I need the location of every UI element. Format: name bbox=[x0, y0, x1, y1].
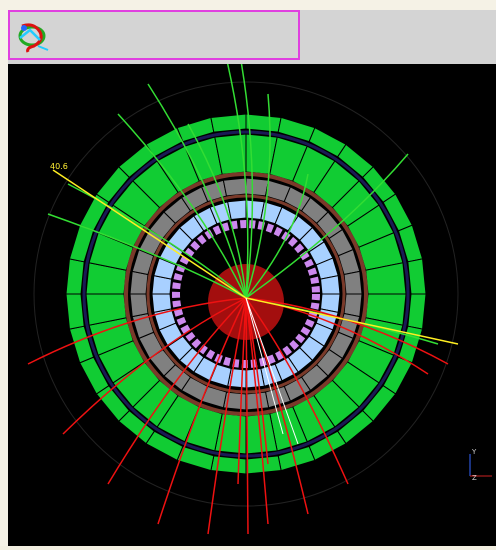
tracker-cell bbox=[151, 293, 173, 313]
white-track bbox=[245, 297, 284, 435]
em-calorimeter-cell bbox=[245, 177, 270, 197]
em-calorimeter-cell bbox=[129, 270, 149, 295]
calorimeter-outer-cell bbox=[210, 113, 247, 133]
red-track bbox=[245, 297, 249, 535]
green-track bbox=[47, 213, 247, 299]
logo-panel[interactable] bbox=[8, 10, 300, 60]
calorimeter-outer-cell bbox=[245, 113, 282, 133]
red-track bbox=[157, 297, 247, 525]
white-track bbox=[245, 297, 299, 445]
green-track bbox=[245, 93, 271, 299]
yellow-track bbox=[245, 297, 459, 345]
red-track bbox=[27, 297, 247, 365]
outer-boundary-ring bbox=[33, 81, 459, 507]
green-track bbox=[147, 83, 247, 299]
tracker-cell bbox=[227, 199, 247, 221]
red-track bbox=[62, 297, 247, 435]
track-energy-label: 40.6 bbox=[50, 162, 68, 171]
tracker-cell bbox=[319, 275, 341, 295]
red-track bbox=[107, 297, 247, 485]
calorimeter-outer-cell bbox=[407, 293, 427, 330]
event-display-viewport[interactable] bbox=[8, 43, 496, 546]
green-track bbox=[222, 43, 249, 299]
axis-z-label: Z bbox=[472, 474, 477, 482]
em-calorimeter-cell bbox=[222, 177, 247, 197]
calorimeter-outer-cell bbox=[65, 293, 85, 330]
yellow-track bbox=[52, 169, 247, 299]
green-track bbox=[237, 43, 254, 299]
red-track bbox=[237, 297, 247, 485]
atlantis-logo-icon[interactable] bbox=[16, 18, 52, 54]
em-boundary-ring bbox=[124, 172, 368, 416]
em-calorimeter-cell bbox=[343, 293, 363, 318]
red-track bbox=[245, 297, 269, 525]
em-calorimeter-cell bbox=[343, 270, 363, 295]
axis-indicator: Y Z bbox=[464, 446, 494, 486]
red-track bbox=[245, 297, 349, 485]
calorimeter-outer-cell bbox=[65, 258, 85, 295]
em-calorimeter-cell bbox=[129, 293, 149, 318]
red-track bbox=[245, 297, 269, 465]
axis-indicator-svg bbox=[469, 454, 492, 477]
calorimeter-outer-cell bbox=[407, 258, 427, 295]
calorimeter-boundary-ring bbox=[82, 130, 410, 458]
green-track bbox=[117, 113, 247, 299]
detector-svg bbox=[27, 43, 459, 535]
green-track bbox=[187, 123, 247, 299]
red-track bbox=[207, 297, 247, 535]
green-track bbox=[245, 173, 309, 299]
axis-y-label: Y bbox=[472, 448, 477, 456]
green-track bbox=[245, 153, 409, 299]
